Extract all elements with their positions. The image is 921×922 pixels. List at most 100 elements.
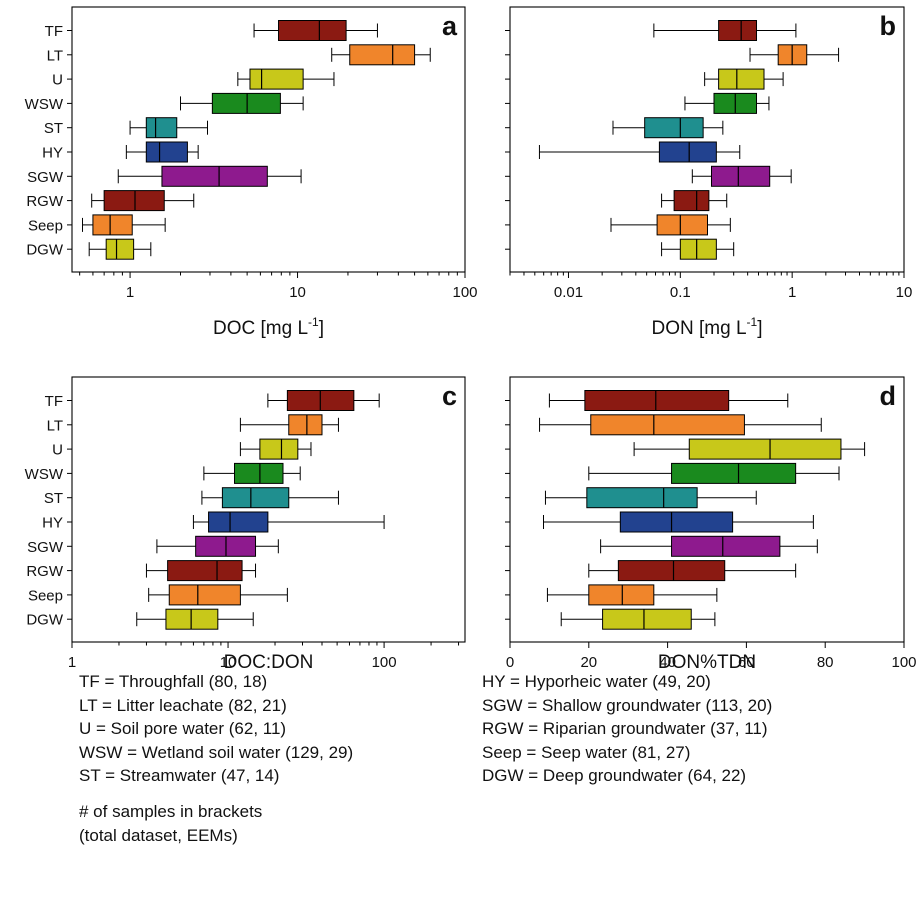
box-dgw	[505, 608, 716, 630]
iqr-box	[349, 44, 416, 66]
box-seep: Seep	[28, 214, 166, 236]
x-tick-label: 10	[289, 284, 306, 301]
box-rgw	[505, 560, 797, 582]
box-st: ST	[44, 117, 209, 139]
legend-entry-rgw: RGW = Riparian groundwater (37, 11)	[482, 719, 768, 738]
x-tick-label: 60	[738, 654, 755, 671]
iqr-box	[211, 92, 281, 114]
box-rgw: RGW	[26, 190, 195, 212]
panel-letter: b	[880, 11, 897, 41]
y-tick-label: RGW	[26, 193, 64, 210]
iqr-box	[288, 414, 323, 436]
y-tick-label: LT	[47, 47, 63, 64]
iqr-box	[688, 438, 842, 460]
y-tick-label: TF	[45, 393, 63, 410]
y-tick-label: WSW	[25, 96, 64, 113]
iqr-box	[234, 462, 284, 484]
legend-entry-sgw: SGW = Shallow groundwater (113, 20)	[482, 695, 773, 715]
iqr-box	[617, 560, 726, 582]
y-tick-label: RGW	[26, 563, 64, 580]
box-sgw	[505, 535, 818, 557]
x-tick-label: 10	[220, 654, 237, 671]
iqr-box	[165, 608, 219, 630]
box-u: U	[52, 438, 312, 460]
x-tick-label: 1	[126, 284, 134, 301]
box-hy: HY	[42, 511, 385, 533]
box-lt: LT	[47, 414, 339, 436]
box-dgw	[505, 238, 735, 260]
box-wsw: WSW	[25, 462, 301, 484]
box-dgw: DGW	[26, 238, 152, 260]
iqr-box	[718, 20, 758, 41]
y-tick-label: U	[52, 72, 63, 89]
box-tf: TF	[45, 390, 380, 411]
box-dgw: DGW	[26, 608, 254, 630]
iqr-box	[656, 214, 709, 236]
iqr-box	[167, 560, 243, 582]
x-tick-label: 100	[452, 284, 477, 301]
panel-b: 0.01 0.1 1 10 DON [mg L-1] b	[505, 6, 912, 339]
box-seep	[505, 584, 718, 606]
iqr-box	[103, 190, 165, 212]
iqr-box	[168, 584, 241, 606]
iqr-box	[679, 238, 717, 260]
legend-entry-st: ST = Streamwater (47, 14)	[79, 766, 280, 785]
x-axis-label: DOC:DON	[224, 652, 314, 673]
iqr-box	[92, 214, 133, 236]
iqr-box	[278, 20, 347, 41]
box-lt: LT	[47, 44, 431, 66]
x-tick-label: 0	[506, 654, 514, 671]
box-hy	[505, 141, 741, 163]
iqr-box	[644, 117, 704, 139]
legend-entry-wsw: WSW = Wetland soil water (129, 29)	[79, 742, 354, 762]
iqr-box	[590, 414, 745, 436]
x-axis-label: DON [mg L-1]	[652, 315, 763, 339]
iqr-box	[584, 390, 730, 411]
iqr-box	[586, 487, 698, 509]
iqr-box	[588, 584, 655, 606]
box-wsw	[505, 462, 840, 484]
box-lt	[505, 414, 822, 436]
iqr-box	[602, 608, 692, 630]
panel-letter: d	[880, 381, 897, 411]
iqr-box	[718, 68, 765, 90]
sample-count-note: # of samples in brackets (total dataset,…	[79, 800, 262, 847]
y-tick-label: SGW	[27, 169, 64, 186]
panel-letter: a	[442, 11, 458, 41]
footnote-line: (total dataset, EEMs)	[79, 825, 238, 845]
box-hy	[505, 511, 814, 533]
x-tick-label: 100	[891, 654, 916, 671]
iqr-box	[208, 511, 269, 533]
box-hy: HY	[42, 141, 199, 163]
y-tick-label: WSW	[25, 466, 64, 483]
iqr-box	[673, 190, 710, 212]
y-tick-label: Seep	[28, 217, 63, 234]
plot-frame	[509, 376, 905, 643]
box-wsw: WSW	[25, 92, 304, 114]
iqr-box	[105, 238, 135, 260]
legend-left: TF = Throughfall (80, 18) LT = Litter le…	[79, 670, 353, 788]
box-tf	[505, 390, 789, 411]
panel-d: 0 20 40 60 80 100 DON%TDN d	[505, 376, 917, 673]
iqr-box	[161, 165, 268, 187]
box-sgw: SGW	[27, 165, 302, 187]
y-tick-label: LT	[47, 417, 63, 434]
y-tick-label: SGW	[27, 539, 64, 556]
y-tick-label: U	[52, 442, 63, 459]
box-wsw	[505, 92, 770, 114]
legend-entry-dgw: DGW = Deep groundwater (64, 22)	[482, 766, 747, 785]
panel-c: 1 10 100 DOC:DON c TF LT U WSW ST HY SGW RGW Seep DGW	[25, 376, 466, 673]
y-tick-label: DGW	[26, 612, 64, 629]
iqr-box	[619, 511, 734, 533]
box-sgw	[505, 165, 792, 187]
box-rgw: RGW	[26, 560, 257, 582]
legend-entry-hy: HY = Hyporheic water (49, 20)	[482, 672, 711, 691]
y-tick-label: HY	[42, 515, 63, 532]
iqr-box	[145, 117, 178, 139]
x-tick-label: 80	[817, 654, 834, 671]
x-tick-label: 100	[372, 654, 397, 671]
y-tick-label: ST	[44, 120, 63, 137]
iqr-box	[671, 462, 797, 484]
legend-entry-seep: Seep = Seep water (81, 27)	[482, 742, 691, 762]
